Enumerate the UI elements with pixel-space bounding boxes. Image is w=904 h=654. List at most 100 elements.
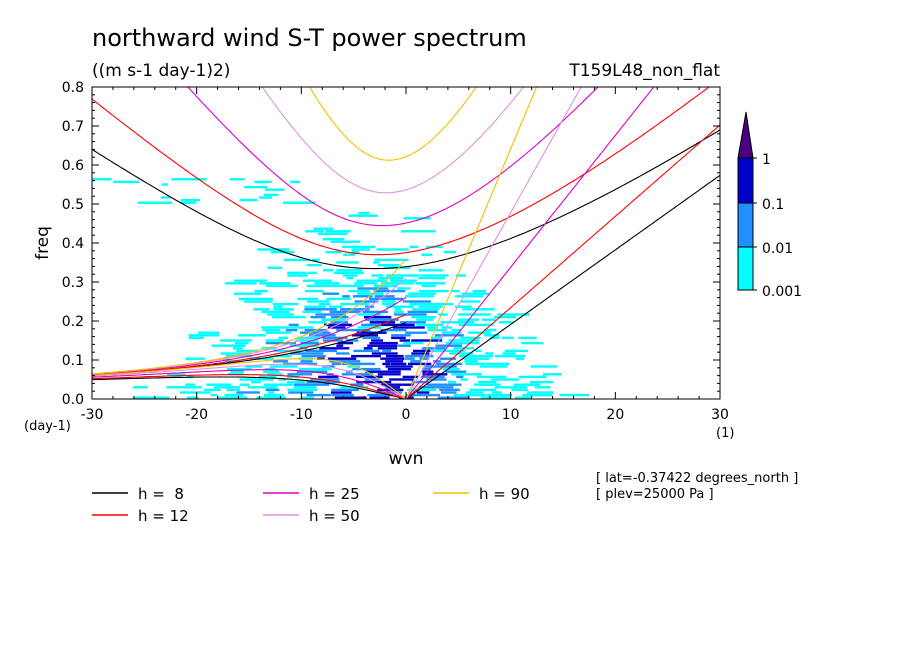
- power-cell: [226, 388, 241, 392]
- power-cell: [287, 274, 308, 277]
- power-cell: [288, 323, 299, 327]
- power-cell: [434, 334, 464, 337]
- power-cell: [419, 289, 449, 293]
- power-cell: [321, 318, 346, 321]
- power-cell: [259, 196, 272, 199]
- power-cell: [301, 354, 326, 358]
- power-cell: [348, 214, 379, 217]
- power-cell: [304, 305, 326, 308]
- power-cell: [265, 339, 284, 342]
- power-cell: [411, 339, 443, 342]
- power-cell: [427, 328, 447, 332]
- power-cell: [331, 391, 352, 394]
- kelvin-curve: [405, 87, 655, 399]
- power-cell: [214, 386, 240, 389]
- power-cell: [230, 370, 245, 373]
- power-cell: [342, 274, 358, 277]
- power-cell: [426, 383, 462, 386]
- rossby-curve: [92, 374, 407, 399]
- power-cell: [187, 396, 199, 399]
- power-cell: [363, 347, 373, 350]
- power-cell: [271, 315, 306, 319]
- power-cell: [431, 349, 465, 353]
- power-cell: [413, 349, 431, 353]
- power-cell: [329, 360, 361, 363]
- power-cell: [206, 383, 232, 386]
- power-cell: [529, 380, 554, 384]
- legend-entry: h = 50: [309, 507, 360, 525]
- power-cell: [283, 258, 310, 262]
- power-cell: [306, 300, 329, 303]
- power-cell: [346, 339, 359, 342]
- power-cell: [180, 201, 197, 204]
- power-cell: [371, 274, 384, 277]
- power-cell: [455, 274, 467, 277]
- power-cell: [244, 185, 268, 189]
- power-cell: [301, 396, 315, 399]
- power-cell: [440, 321, 475, 324]
- power-cell: [329, 310, 361, 314]
- power-cell: [286, 380, 305, 384]
- power-cell: [245, 365, 263, 368]
- power-cell: [421, 284, 436, 288]
- power-cell: [267, 266, 283, 269]
- power-cell: [188, 336, 205, 340]
- power-cell: [312, 258, 320, 262]
- colorbar-extension-arrow: [737, 111, 754, 159]
- power-cell: [511, 388, 528, 392]
- power-cell: [362, 310, 388, 314]
- power-cell: [236, 391, 260, 394]
- power-cell: [217, 396, 248, 399]
- kelvin-curve: [405, 87, 582, 399]
- y-tick-label: 0.5: [62, 197, 84, 213]
- power-cell: [113, 180, 139, 184]
- power-cell: [462, 308, 495, 311]
- power-cell: [478, 380, 497, 384]
- power-cell: [270, 250, 295, 254]
- power-cell: [261, 347, 277, 350]
- power-cell: [381, 323, 415, 327]
- power-cell: [257, 248, 290, 251]
- power-cell: [330, 240, 361, 243]
- power-cell: [318, 302, 331, 306]
- power-cell: [386, 305, 415, 308]
- power-cell: [298, 367, 332, 371]
- power-cell: [422, 347, 446, 350]
- power-cell: [451, 373, 482, 376]
- gravity-wave-curve: [308, 87, 477, 161]
- power-cell: [418, 276, 445, 280]
- power-cell: [287, 271, 307, 275]
- power-cell: [365, 370, 401, 373]
- power-cell: [278, 378, 287, 381]
- power-cell: [308, 334, 336, 337]
- power-cell: [397, 287, 411, 290]
- power-cell: [475, 349, 482, 353]
- power-cell: [386, 274, 420, 277]
- power-cell: [327, 326, 346, 329]
- y-tick-label: 0.7: [62, 119, 84, 135]
- power-cell: [441, 331, 462, 334]
- mixed-rossby-gravity-curve: [92, 296, 407, 375]
- x-tick-label: 10: [502, 407, 520, 423]
- power-cell: [224, 393, 243, 397]
- power-cell: [336, 261, 359, 264]
- power-cell: [352, 367, 381, 371]
- power-cell: [220, 352, 251, 355]
- power-cell: [263, 370, 279, 373]
- power-cell: [385, 365, 413, 368]
- power-cell: [416, 323, 444, 327]
- power-cell: [369, 396, 390, 399]
- power-cell: [267, 373, 283, 376]
- power-cell: [397, 344, 411, 347]
- power-cell: [426, 378, 447, 381]
- colorbar-label: 0.1: [762, 197, 784, 213]
- power-cell: [382, 362, 391, 366]
- power-cell: [342, 295, 350, 298]
- power-cell: [394, 310, 404, 314]
- power-cell: [285, 328, 298, 332]
- power-cell: [490, 378, 520, 381]
- power-cell: [426, 326, 439, 329]
- power-cell: [374, 258, 409, 262]
- y-tick-label: 0.1: [62, 353, 84, 369]
- power-cell: [430, 336, 443, 340]
